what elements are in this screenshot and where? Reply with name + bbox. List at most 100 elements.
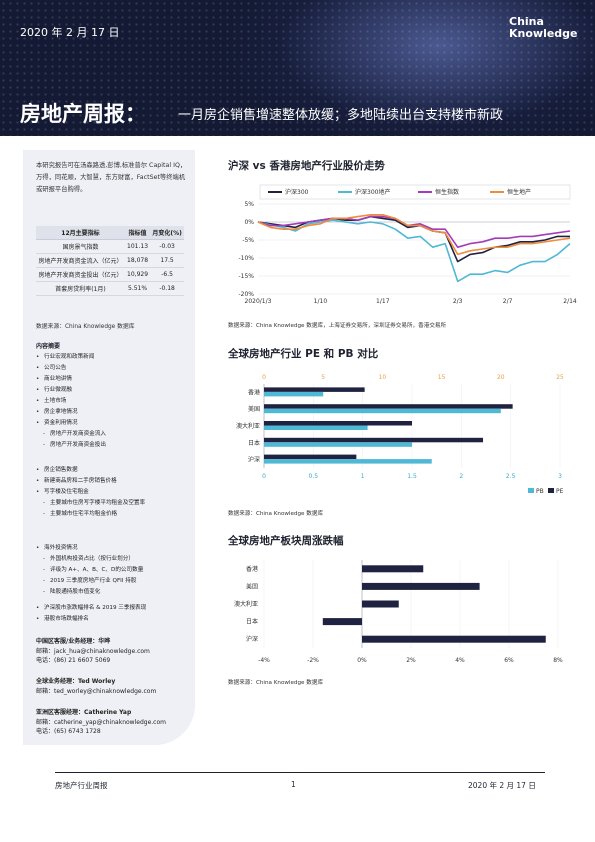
toc-subitem: 主要城市住房写字楼平均租金及空置率: [36, 498, 145, 509]
toc-subitem: 主要城市住宅平均租金价格: [36, 509, 145, 520]
toc-subitem: 外国机构投资占比（按行业划分）: [36, 554, 143, 565]
pe-bar: [264, 437, 484, 443]
x-tick-label: -4%: [258, 657, 270, 664]
toc-item: 房企拿地情况: [36, 407, 106, 418]
category-label: 日本: [246, 618, 258, 626]
contact-role: 中国区客服/业务经理：华晔: [36, 638, 111, 645]
toc-list-3: 海外投资情况外国机构投资占比（按行业划分）评级为 A+、A、B、C、D的公司数量…: [36, 543, 143, 598]
toc-item: 新建商品房和二手房销售价格: [36, 476, 145, 487]
toc-list-4: 沪深股市涨跌幅排名 & 2019 三季报表现港股市场跌幅排名: [36, 603, 146, 625]
toc-item: 公司公告: [36, 363, 106, 374]
kpi-cell: 国房景气指数: [36, 239, 125, 254]
toc-item: 沪深股市涨跌幅排名 & 2019 三季报表现: [36, 603, 146, 614]
x-tick-label: 2/14: [563, 298, 577, 304]
section-title-price-trend: 沪深 vs 香港房地产行业股价走势: [228, 160, 385, 172]
kpi-cell: 首套房贷利率(1月): [36, 281, 125, 296]
change-bar: [362, 565, 424, 573]
report-title: 房地产周报：: [20, 102, 146, 126]
banner-pattern: [0, 0, 595, 136]
kpi-cell: -0.18: [150, 281, 184, 296]
series-line: [257, 219, 571, 283]
toc-subitem: 2019 三季度房地产行业 QFII 持股: [36, 576, 143, 587]
table-row: 房地产开发商资金流入（亿元） 18,078 17.5: [36, 253, 184, 268]
legend-label: 沪深300地产: [355, 188, 390, 196]
kpi-cell: 17.5: [150, 253, 184, 268]
toc-item: 行业宏观和政策新闻: [36, 352, 106, 363]
contact-asia: 亚洲区客服经理：Catherine Yap 邮箱：catherine_yap@c…: [36, 708, 166, 737]
table-row: 首套房贷利率(1月) 5.51% -0.18: [36, 281, 184, 296]
bottom-axis-tick: 2: [459, 473, 463, 480]
y-tick-label: -5%: [242, 237, 254, 244]
x-tick-label: 2%: [406, 657, 416, 664]
page-number: 1: [291, 780, 296, 789]
pe-bar: [264, 387, 365, 392]
legend-label: 恒生地产: [507, 188, 531, 196]
toc-list-2: 房企销售数据新建商品房和二手房销售价格写字楼及住宅租金主要城市住房写字楼平均租金…: [36, 465, 145, 520]
contact-role: 全球业务经理：Ted Worley: [36, 678, 116, 685]
bottom-axis-tick: 3: [558, 473, 562, 480]
legend-label: PB: [536, 488, 544, 495]
toc-subitem: 房地产开发商资金流入: [36, 429, 106, 440]
pb-bar: [264, 442, 412, 447]
toc-subitem: 房地产开发商资金投出: [36, 440, 106, 451]
kpi-cell: 房地产开发商资金投出（亿元）: [36, 267, 125, 282]
kpi-cell: 18,078: [124, 253, 151, 268]
china-knowledge-logo: China Knowledge: [509, 16, 578, 40]
contact-china: 中国区客服/业务经理：华晔 邮箱：jack_hua@chinaknowledge…: [36, 637, 150, 666]
banner-glow: [230, 0, 595, 136]
top-axis-tick: 5: [321, 374, 325, 381]
x-tick-label: -2%: [307, 657, 319, 664]
table-row: 国房景气指数 101.13 -0.03: [36, 239, 184, 254]
x-tick-label: 6%: [504, 657, 514, 664]
toc-item: 土地市场: [36, 396, 106, 407]
top-axis-tick: 0: [262, 374, 266, 381]
intro-text: 本研究报告可在汤森路透,彭博,标准普尔 Capital IQ，万得，同花顺，大智…: [36, 162, 187, 193]
toc-subitem: 陆股通持股市值变化: [36, 587, 143, 598]
chart2-source: 数据来源：China Knowledge 数据库: [228, 511, 324, 517]
section-title-weekly-change: 全球房地产板块周涨跌幅: [228, 535, 344, 547]
report-subtitle: 一月房企销售增速整体放缓；多地陆续出台支持楼市新政: [178, 108, 504, 123]
footer-divider: [55, 772, 545, 773]
toc-item: 行业微观融: [36, 385, 106, 396]
x-tick-label: 2/7: [503, 298, 513, 304]
contact-phone: 电话：(86) 21 6607 5069: [36, 657, 111, 664]
y-tick-label: -15%: [238, 273, 254, 280]
category-label: 澳大利亚: [234, 600, 258, 608]
y-tick-label: 5%: [244, 201, 254, 208]
pe-bar: [264, 421, 412, 426]
kpi-cell: 101.13: [124, 239, 151, 254]
kpi-header-value: 指标值: [124, 226, 151, 240]
y-tick-label: -10%: [238, 255, 254, 262]
category-label: 美国: [248, 405, 260, 413]
category-label: 澳大利亚: [236, 422, 260, 430]
category-label: 香港: [246, 565, 258, 573]
contents-title: 内容摘要: [36, 343, 61, 350]
x-tick-label: 1/17: [376, 298, 390, 304]
x-tick-label: 2020/1/3: [245, 298, 272, 304]
toc-list-1: 行业宏观和政策新闻公司公告商业地讲情行业微观融土地市场房企拿地情况资金利用情况房…: [36, 352, 106, 451]
logo-line-2: Knowledge: [509, 27, 578, 40]
bottom-axis-tick: 0: [262, 473, 266, 480]
report-date: 2020 年 2 月 17 日: [20, 26, 120, 39]
cover-banner: 2020 年 2 月 17 日 China Knowledge 房地产周报： 一…: [0, 0, 595, 136]
y-tick-label: -20%: [238, 291, 254, 298]
category-label: 香港: [248, 388, 260, 396]
x-tick-label: 0%: [357, 657, 367, 664]
change-bar: [362, 582, 480, 590]
pe-bar: [264, 454, 357, 460]
logo-line-1: China: [509, 15, 544, 28]
contact-role: 亚洲区客服经理：Catherine Yap: [36, 709, 132, 716]
contact-email[interactable]: 邮箱：catherine_yap@chinaknowledge.com: [36, 718, 166, 726]
contact-email[interactable]: 邮箱：jack_hua@chinaknowledge.com: [36, 647, 150, 655]
pe-bar: [264, 404, 513, 409]
contact-email[interactable]: 邮箱：ted_worley@chinaknowledge.com: [36, 687, 157, 695]
pb-bar: [264, 459, 432, 464]
kpi-table: 12月主要指标 指标值 月变化(%) 国房景气指数 101.13 -0.03 房…: [36, 226, 184, 296]
category-label: 沪深: [246, 635, 258, 643]
category-label: 沪深: [248, 456, 260, 464]
top-axis-tick: 10: [379, 374, 387, 381]
kpi-header-indicator: 12月主要指标: [36, 226, 125, 240]
table-source: 数据来源：China Knowledge 数据库: [36, 324, 135, 330]
toc-item: 资金利用情况: [36, 418, 106, 429]
